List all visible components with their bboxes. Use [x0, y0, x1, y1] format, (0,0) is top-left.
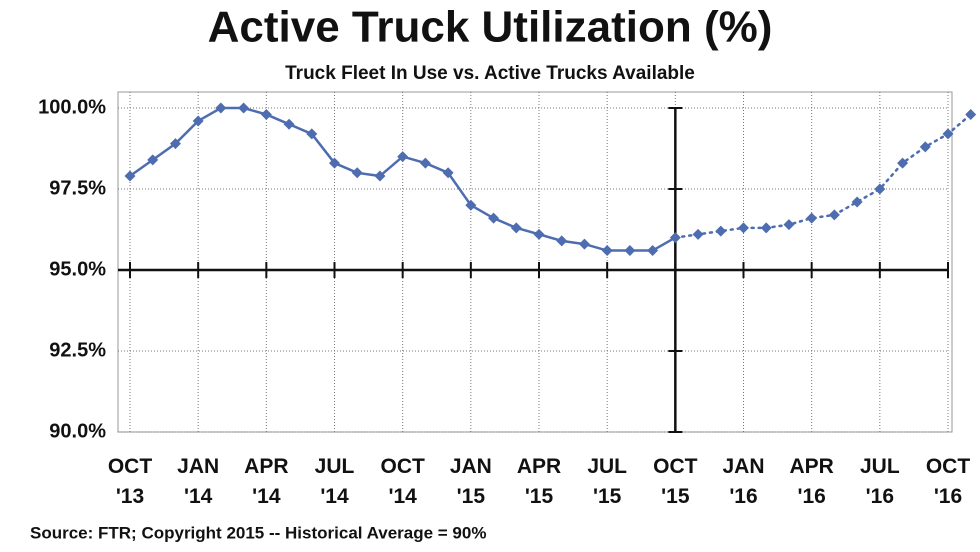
data-point [715, 225, 727, 237]
forecast-line [674, 113, 972, 239]
data-point [533, 228, 545, 240]
data-point [442, 167, 454, 179]
data-point [556, 235, 568, 247]
data-point [806, 212, 818, 224]
data-point [510, 222, 522, 234]
data-point [828, 209, 840, 221]
plot-border [117, 91, 953, 433]
x-tick-label: APR '16 [789, 455, 834, 508]
x-tick-label: JUL '14 [314, 455, 355, 508]
data-point [601, 245, 613, 257]
data-point [124, 170, 136, 182]
data-point [192, 115, 204, 127]
data-point [351, 167, 363, 179]
data-point [238, 102, 250, 114]
x-tick-label: OCT '16 [925, 455, 971, 508]
x-tick-label: JUL '15 [587, 455, 627, 508]
data-point [306, 128, 318, 140]
data-point [419, 157, 431, 169]
data-point [260, 108, 272, 120]
data-point [578, 238, 590, 250]
data-point [669, 232, 681, 244]
x-tick-label: OCT '15 [653, 455, 698, 508]
data-point [965, 108, 977, 120]
y-tick-label: 100.0% [38, 96, 106, 118]
y-tick-label: 92.5% [49, 339, 106, 361]
x-tick-label: JAN '14 [177, 455, 220, 508]
data-point [647, 245, 659, 257]
x-tick-label: JAN '15 [449, 455, 492, 508]
data-point [147, 154, 159, 166]
data-point [215, 102, 227, 114]
data-point [919, 141, 931, 153]
x-tick-label: APR '15 [516, 455, 562, 508]
y-tick-label: 97.5% [49, 177, 106, 199]
data-point [624, 245, 636, 257]
data-point [329, 157, 340, 169]
chart-title: Active Truck Utilization (%) [208, 3, 773, 52]
chart-subtitle: Truck Fleet In Use vs. Active Trucks Ava… [285, 63, 695, 84]
source-note: Source: FTR; Copyright 2015 -- Historica… [30, 523, 486, 542]
x-tick-label: OCT '14 [380, 455, 425, 508]
y-tick-label: 95.0% [49, 258, 106, 280]
data-point [397, 151, 409, 163]
x-tick-label: APR '14 [244, 455, 289, 508]
data-point [488, 212, 500, 224]
data-point [942, 128, 954, 140]
data-point [374, 170, 386, 182]
y-tick-label: 90.0% [49, 420, 106, 442]
x-tick-label: JAN '16 [722, 455, 765, 508]
data-point [692, 228, 704, 240]
x-tick-label: OCT '13 [107, 455, 153, 508]
data-point [783, 219, 795, 231]
data-point [738, 222, 749, 234]
data-point [169, 138, 181, 150]
x-tick-label: JUL '16 [859, 455, 900, 508]
data-point [851, 196, 863, 208]
data-point [897, 157, 909, 169]
data-point [874, 183, 886, 195]
data-point [465, 199, 477, 211]
data-point [760, 222, 772, 234]
data-point [283, 118, 295, 130]
